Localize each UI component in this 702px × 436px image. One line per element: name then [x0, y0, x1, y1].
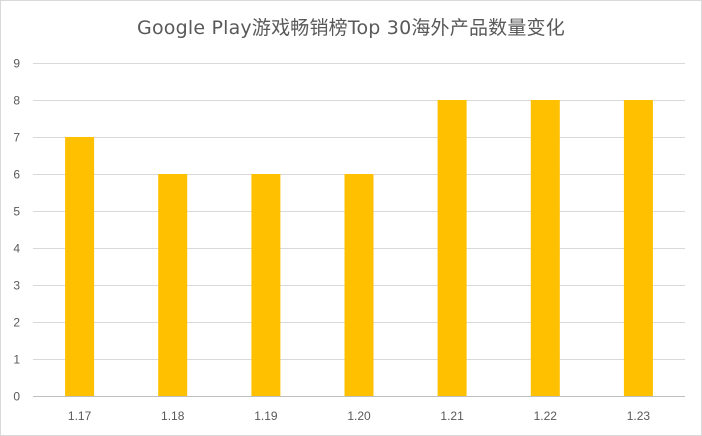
- y-tick-label: 4: [13, 242, 20, 256]
- bar-1.23: [623, 100, 653, 396]
- x-tick-label: 1.22: [534, 409, 558, 423]
- bar-1.21: [437, 100, 467, 396]
- bar-1.22: [530, 100, 560, 396]
- x-tick-label: 1.17: [68, 409, 92, 423]
- y-tick-label: 2: [13, 316, 20, 330]
- x-tick-label: 1.19: [254, 409, 278, 423]
- y-tick-label: 0: [13, 390, 20, 404]
- x-axis-ticks: 1.17 1.18 1.19 1.20 1.21 1.22 1.23: [68, 409, 650, 423]
- chart-title: Google Play游戏畅销榜Top 30海外产品数量变化: [137, 17, 565, 39]
- x-tick-label: 1.18: [161, 409, 185, 423]
- bar-1.18: [158, 174, 188, 396]
- bar-1.20: [344, 174, 374, 396]
- bar-1.17: [65, 137, 95, 396]
- x-tick-label: 1.23: [627, 409, 651, 423]
- x-tick-label: 1.21: [440, 409, 464, 423]
- bars: [65, 100, 653, 396]
- y-tick-label: 8: [13, 94, 20, 108]
- y-tick-label: 5: [13, 205, 20, 219]
- x-tick-label: 1.20: [347, 409, 371, 423]
- y-tick-label: 7: [13, 131, 20, 145]
- y-tick-label: 9: [13, 57, 20, 71]
- y-axis-ticks: 0 1 2 3 4 5 6 7 8 9: [13, 57, 20, 404]
- y-tick-label: 1: [13, 353, 20, 367]
- bar-1.19: [251, 174, 281, 396]
- y-tick-label: 6: [13, 168, 20, 182]
- y-tick-label: 3: [13, 279, 20, 293]
